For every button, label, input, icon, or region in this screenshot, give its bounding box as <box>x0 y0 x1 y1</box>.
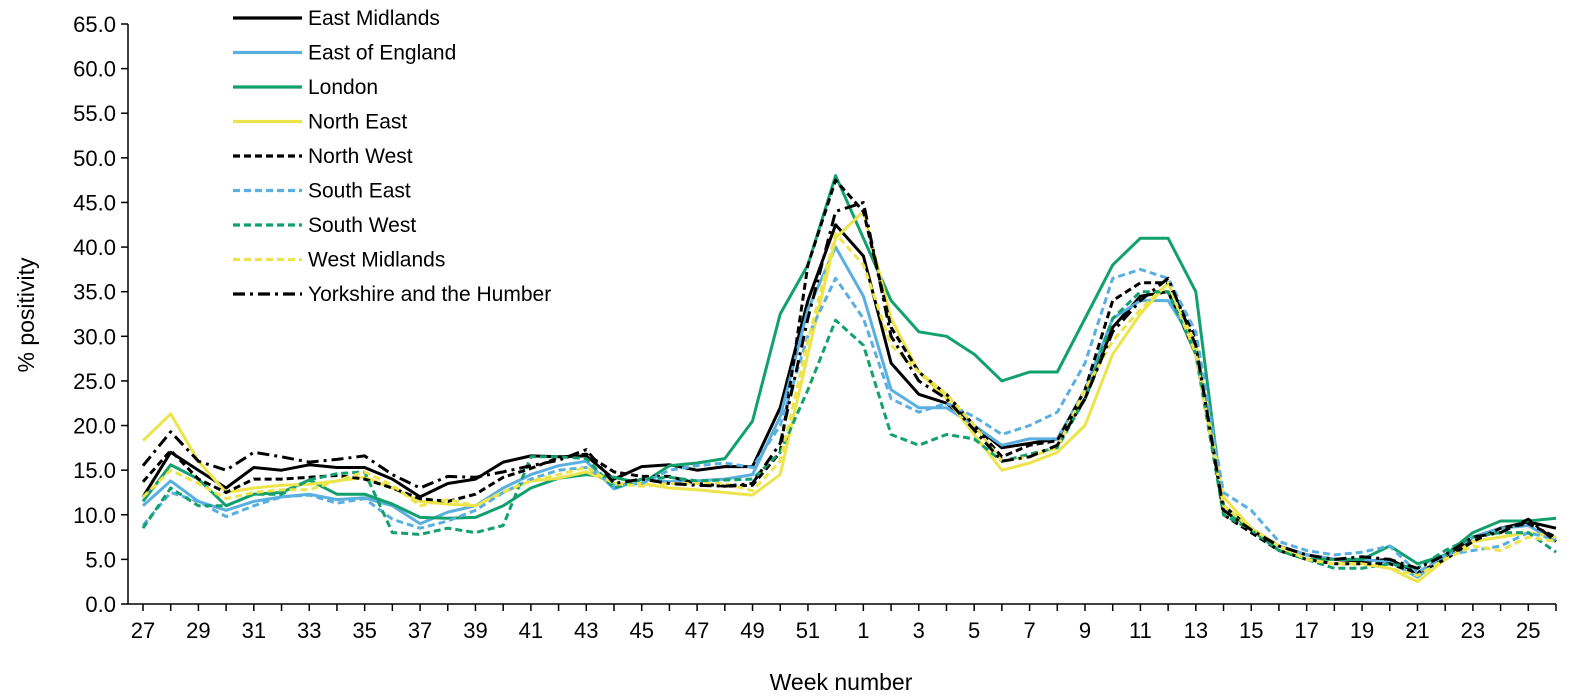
series-line-west-midlands <box>141 232 1557 577</box>
y-axis-title: % positivity <box>13 257 39 373</box>
x-tick-label: 23 <box>1461 618 1485 643</box>
legend-label: London <box>308 76 378 99</box>
y-tick-label: 10.0 <box>73 503 116 528</box>
x-tick-label: 21 <box>1405 618 1429 643</box>
x-tick-label: 31 <box>242 618 266 643</box>
legend-label: West Midlands <box>308 249 445 272</box>
x-tick-label: 27 <box>131 618 155 643</box>
y-tick-label: 25.0 <box>73 369 116 394</box>
axes <box>127 24 1556 605</box>
x-tick-label: 35 <box>352 618 376 643</box>
y-tick-label: 30.0 <box>73 324 116 349</box>
y-tick-label: 50.0 <box>73 146 116 171</box>
x-tick-label: 45 <box>629 618 653 643</box>
x-tick-label: 29 <box>186 618 210 643</box>
x-axis-ticks: 27 29 31 33 35 37 39 41 43 45 47 49 51 1 3 5 7 9 11 13 15 17 1… <box>131 604 1557 643</box>
x-tick-label: 5 <box>968 618 980 643</box>
y-tick-label: 5.0 <box>85 547 116 572</box>
legend-label: South West <box>308 214 416 237</box>
y-tick-label: 65.0 <box>73 12 116 37</box>
x-tick-label: 11 <box>1129 618 1152 643</box>
x-tick-label: 13 <box>1184 618 1208 643</box>
y-tick-label: 35.0 <box>73 280 116 305</box>
x-tick-label: 25 <box>1516 618 1540 643</box>
x-tick-label: 7 <box>1023 618 1035 643</box>
x-tick-label: 37 <box>408 618 432 643</box>
series-line-north-west <box>141 178 1557 575</box>
x-tick-label: 3 <box>913 618 925 643</box>
x-tick-label: 33 <box>297 618 321 643</box>
y-tick-label: 40.0 <box>73 235 116 260</box>
series-line-south-west <box>141 290 1557 570</box>
x-tick-label: 51 <box>796 618 820 643</box>
x-tick-label: 39 <box>463 618 487 643</box>
x-tick-label: 49 <box>740 618 764 643</box>
y-tick-label: 0.0 <box>85 592 116 617</box>
x-tick-label: 19 <box>1350 618 1374 643</box>
y-tick-label: 60.0 <box>73 57 116 82</box>
legend-label: North East <box>308 111 407 134</box>
legend-label: East of England <box>308 42 456 65</box>
x-tick-label: 1 <box>857 618 869 643</box>
x-tick-label: 15 <box>1239 618 1263 643</box>
legend-label: Yorkshire and the Humber <box>308 283 551 306</box>
y-tick-label: 55.0 <box>73 101 116 126</box>
series-line-south-east <box>141 267 1557 575</box>
x-tick-label: 9 <box>1079 618 1091 643</box>
x-tick-label: 43 <box>574 618 598 643</box>
legend-label: North West <box>308 145 413 168</box>
series-line-yorkshire-and-the-humber <box>141 201 1557 570</box>
series-line-east-midlands <box>141 223 1557 575</box>
x-tick-label: 17 <box>1294 618 1318 643</box>
legend-label: East Midlands <box>308 7 440 30</box>
x-axis-title: Week number <box>770 669 913 695</box>
y-tick-label: 20.0 <box>73 414 116 439</box>
y-tick-label: 15.0 <box>73 458 116 483</box>
series-lines <box>141 174 1557 584</box>
legend: East Midlands East of England London North … <box>233 7 551 306</box>
y-tick-label: 45.0 <box>73 190 116 215</box>
y-axis-ticks: 0.0 5.0 10.0 15.0 20.0 25.0 30.0 35.0 40.0 45.0 50… <box>73 12 128 617</box>
x-tick-label: 47 <box>685 618 709 643</box>
x-tick-label: 41 <box>519 618 543 643</box>
legend-label: South East <box>308 180 411 203</box>
